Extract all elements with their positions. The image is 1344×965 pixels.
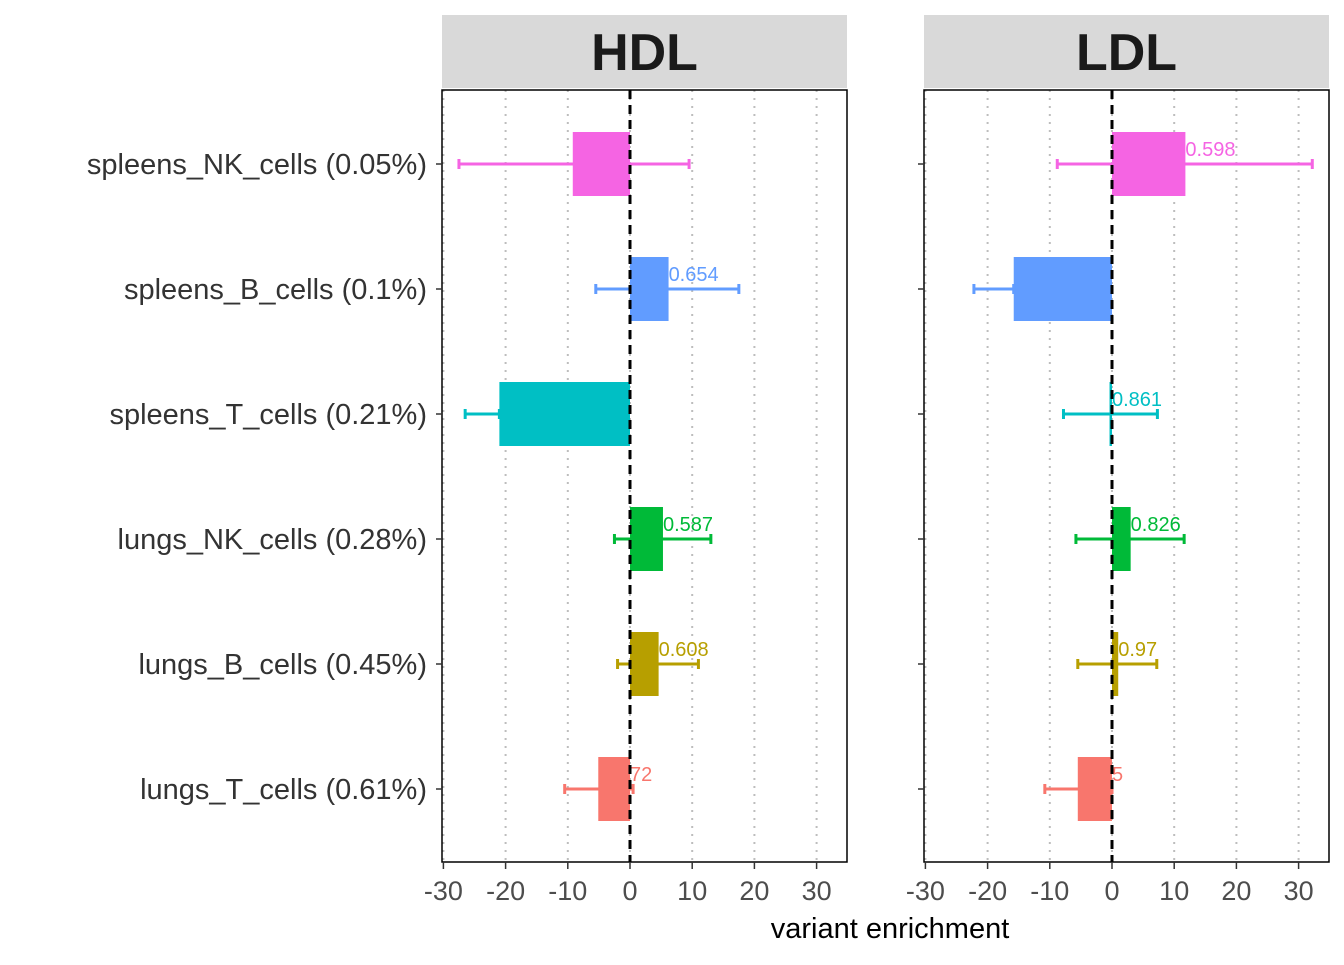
data-label: 0.826 bbox=[1131, 514, 1181, 536]
x-axis-title: variant enrichment bbox=[771, 913, 1010, 945]
bar bbox=[499, 382, 630, 446]
data-label: 72 bbox=[630, 764, 652, 786]
y-tick-label: spleens_NK_cells (0.05%) bbox=[87, 149, 427, 181]
data-label: 0.587 bbox=[663, 514, 713, 536]
facet-title: LDL bbox=[1076, 24, 1177, 82]
x-tick-label: -20 bbox=[968, 876, 1007, 906]
y-tick-label: lungs_NK_cells (0.28%) bbox=[118, 524, 427, 556]
x-tick-label: 20 bbox=[1221, 876, 1251, 906]
data-label: 5 bbox=[1112, 764, 1123, 786]
data-label: 0.598 bbox=[1185, 139, 1235, 161]
y-tick-label: spleens_B_cells (0.1%) bbox=[124, 274, 427, 306]
facet-strip bbox=[442, 15, 847, 88]
data-label: 0.608 bbox=[659, 639, 709, 661]
x-tick-label: 10 bbox=[677, 876, 707, 906]
y-tick-label: lungs_B_cells (0.45%) bbox=[138, 649, 427, 681]
bar bbox=[1013, 257, 1112, 321]
x-tick-label: 30 bbox=[1284, 876, 1314, 906]
data-label: 0.861 bbox=[1112, 389, 1162, 411]
y-tick-label: lungs_T_cells (0.61%) bbox=[140, 774, 427, 806]
x-tick-label: 30 bbox=[802, 876, 832, 906]
panel-ldl: LDL 0.598 0.861 0.826 0.97 5 -30 -20 -10 0 10 20 30 bbox=[906, 15, 1330, 906]
panels: HDL 0.654 0.587 0.608 72 -30 -20 -10 0 10 20 30 LDL 0… bbox=[424, 15, 1330, 906]
x-tick-label: 0 bbox=[622, 876, 637, 906]
panel-hdl: HDL 0.654 0.587 0.608 72 -30 -20 -10 0 10 20 30 bbox=[424, 15, 848, 906]
panel-border bbox=[441, 89, 848, 863]
x-tick-label: -10 bbox=[1030, 876, 1069, 906]
facet-title: HDL bbox=[591, 24, 698, 82]
x-tick-label: 10 bbox=[1159, 876, 1189, 906]
x-tick-label: -20 bbox=[486, 876, 525, 906]
data-label: 0.97 bbox=[1118, 639, 1157, 661]
facet-strip bbox=[924, 15, 1329, 88]
y-axis-labels: spleens_NK_cells (0.05%) spleens_B_cells … bbox=[87, 149, 427, 806]
data-label: 0.654 bbox=[669, 264, 719, 286]
x-tick-label: -30 bbox=[906, 876, 945, 906]
panel-border bbox=[923, 89, 1330, 863]
x-tick-label: 0 bbox=[1104, 876, 1119, 906]
y-tick-label: spleens_T_cells (0.21%) bbox=[109, 399, 427, 431]
x-tick-label: -10 bbox=[548, 876, 587, 906]
x-tick-label: -30 bbox=[424, 876, 463, 906]
x-tick-label: 20 bbox=[739, 876, 769, 906]
